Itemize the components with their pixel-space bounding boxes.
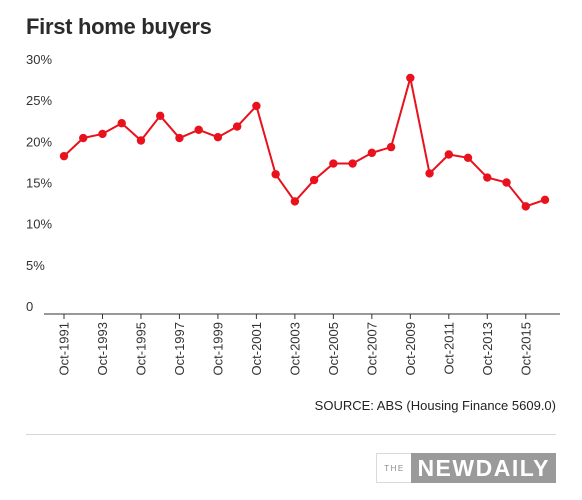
data-point xyxy=(156,111,165,121)
y-tick-label: 10% xyxy=(26,217,52,232)
data-point xyxy=(213,133,223,142)
data-point xyxy=(406,73,415,83)
data-point xyxy=(463,153,473,162)
y-tick-label: 0 xyxy=(26,299,33,314)
logo-wordmark: NEWDAILY xyxy=(411,453,556,483)
x-tick-label: Oct-1991 xyxy=(57,322,72,375)
data-point xyxy=(367,148,377,158)
chart-title: First home buyers xyxy=(26,14,212,39)
x-tick-label: Oct-2005 xyxy=(326,322,341,375)
divider xyxy=(26,434,556,435)
data-point xyxy=(290,197,300,206)
x-tick-label: Oct-1993 xyxy=(95,322,110,375)
data-point xyxy=(175,133,184,143)
data-point xyxy=(117,119,126,128)
data-point xyxy=(444,150,453,159)
data-point xyxy=(271,170,280,179)
source-note: SOURCE: ABS (Housing Finance 5609.0) xyxy=(314,398,556,413)
y-tick-label: 25% xyxy=(26,93,52,108)
x-tick-label: Oct-1999 xyxy=(210,322,225,375)
data-point xyxy=(386,142,396,152)
data-point xyxy=(425,169,434,178)
data-point xyxy=(309,175,319,185)
newdaily-logo: THE NEWDAILY xyxy=(376,453,556,483)
series-line xyxy=(63,76,546,208)
data-point xyxy=(502,178,511,187)
data-point xyxy=(194,125,203,135)
x-tick-label: Oct-1997 xyxy=(172,322,187,375)
data-point xyxy=(540,195,550,204)
data-point xyxy=(59,151,69,161)
x-tick-label: Oct-2001 xyxy=(249,322,264,375)
x-tick-label: Oct-1995 xyxy=(133,322,148,375)
data-point xyxy=(232,122,242,131)
line-chart: 0 5% 10% 15% 20% 25% 30% Oct-1991 Oct-1993 Oct-19… xyxy=(26,52,560,375)
x-tick-label: Oct-2007 xyxy=(364,322,379,375)
data-point xyxy=(252,101,261,111)
data-point xyxy=(329,159,338,168)
x-tick-label: Oct-2009 xyxy=(403,322,418,375)
data-point xyxy=(79,133,88,143)
x-tick-label: Oct-2003 xyxy=(287,322,302,375)
x-tick-label: Oct-2011 xyxy=(441,322,456,375)
data-point xyxy=(521,202,530,211)
data-point xyxy=(98,129,107,139)
y-tick-label: 5% xyxy=(26,258,45,273)
logo-the: THE xyxy=(376,453,412,483)
data-point xyxy=(483,173,492,182)
y-tick-label: 15% xyxy=(26,176,52,191)
data-point xyxy=(136,136,146,145)
x-tick-label: Oct-2015 xyxy=(518,322,533,375)
y-tick-label: 30% xyxy=(26,52,52,67)
x-tick-label: Oct-2013 xyxy=(480,322,495,375)
data-point xyxy=(348,159,357,168)
y-tick-label: 20% xyxy=(26,134,52,149)
